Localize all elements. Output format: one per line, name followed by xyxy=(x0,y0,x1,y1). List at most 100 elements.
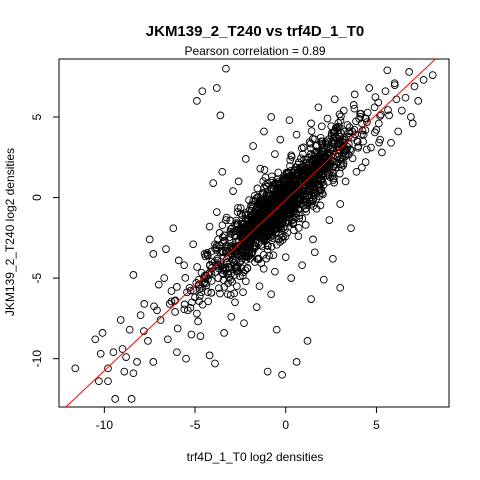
data-point xyxy=(214,235,222,244)
data-point xyxy=(267,290,276,299)
data-point xyxy=(173,283,181,291)
data-point xyxy=(297,144,306,153)
data-point xyxy=(293,160,302,169)
data-point xyxy=(255,200,264,209)
data-point xyxy=(111,395,120,403)
data-point xyxy=(271,267,279,276)
data-point xyxy=(260,204,268,213)
data-point xyxy=(246,212,255,220)
data-point xyxy=(249,142,257,150)
data-point xyxy=(194,317,202,326)
y-tick-label: 5 xyxy=(30,113,44,120)
data-point xyxy=(346,145,355,154)
data-point xyxy=(335,110,344,119)
data-point xyxy=(251,232,260,241)
data-point xyxy=(313,157,322,165)
data-point xyxy=(198,87,207,96)
data-point xyxy=(169,224,178,233)
data-point xyxy=(307,295,315,303)
data-point xyxy=(229,187,237,195)
data-point xyxy=(333,124,341,132)
data-point xyxy=(183,306,192,315)
data-points xyxy=(71,64,437,403)
data-point xyxy=(149,358,158,366)
data-point xyxy=(407,113,415,121)
data-point xyxy=(230,271,239,279)
data-point xyxy=(252,242,261,251)
data-point xyxy=(127,395,136,403)
data-point xyxy=(314,186,322,195)
data-point xyxy=(259,250,268,259)
data-point xyxy=(208,257,216,266)
data-point xyxy=(292,209,300,218)
data-point xyxy=(377,110,385,119)
data-point xyxy=(237,252,246,261)
data-point xyxy=(298,214,307,223)
data-point xyxy=(220,283,229,291)
data-point xyxy=(209,179,218,187)
data-point xyxy=(294,232,303,241)
data-point xyxy=(71,364,80,373)
data-point xyxy=(195,284,204,293)
data-point xyxy=(358,163,366,172)
data-point xyxy=(274,168,283,177)
data-point xyxy=(351,130,359,139)
data-point xyxy=(227,251,236,259)
data-point xyxy=(299,201,308,210)
data-point xyxy=(362,145,371,154)
y-tick-label: -5 xyxy=(30,272,44,283)
data-point xyxy=(287,207,296,216)
data-point xyxy=(330,95,339,104)
data-point xyxy=(303,337,312,345)
data-point xyxy=(154,280,163,289)
data-point xyxy=(314,103,323,112)
data-point xyxy=(329,254,337,263)
data-point xyxy=(218,167,227,176)
data-point xyxy=(234,177,243,186)
data-point xyxy=(315,173,323,182)
data-point xyxy=(283,173,292,181)
data-point xyxy=(266,224,274,232)
y-tick-label: 0 xyxy=(30,194,44,201)
data-point xyxy=(341,150,350,159)
data-point xyxy=(257,198,266,207)
data-point xyxy=(419,76,428,84)
data-point xyxy=(253,193,261,202)
data-point xyxy=(91,335,100,344)
data-point xyxy=(405,68,413,76)
data-point xyxy=(207,288,216,297)
data-point xyxy=(387,138,395,147)
data-point xyxy=(279,232,287,241)
data-point xyxy=(163,335,172,344)
data-point xyxy=(322,139,330,147)
chart-subtitle: Pearson correlation = 0.89 xyxy=(184,44,325,58)
data-point xyxy=(258,210,267,218)
data-point xyxy=(156,316,165,324)
data-point xyxy=(248,226,256,235)
data-point xyxy=(265,197,274,206)
data-point xyxy=(260,127,268,136)
data-point xyxy=(280,174,289,182)
data-point xyxy=(371,93,380,101)
data-point xyxy=(216,248,225,257)
data-point xyxy=(196,332,205,340)
data-point xyxy=(95,377,103,386)
data-point xyxy=(160,274,169,282)
data-point xyxy=(255,282,264,291)
data-point xyxy=(304,199,312,208)
data-point xyxy=(247,204,256,213)
data-point xyxy=(232,219,241,227)
data-point xyxy=(250,191,259,200)
data-point xyxy=(180,261,189,270)
data-point xyxy=(118,345,127,353)
data-point xyxy=(345,123,354,132)
data-point xyxy=(129,271,138,279)
data-point xyxy=(275,190,284,199)
data-point xyxy=(116,316,125,324)
data-point xyxy=(226,225,235,234)
data-point xyxy=(307,197,316,206)
data-point xyxy=(241,266,250,275)
data-point xyxy=(294,165,303,174)
data-point xyxy=(347,224,355,233)
